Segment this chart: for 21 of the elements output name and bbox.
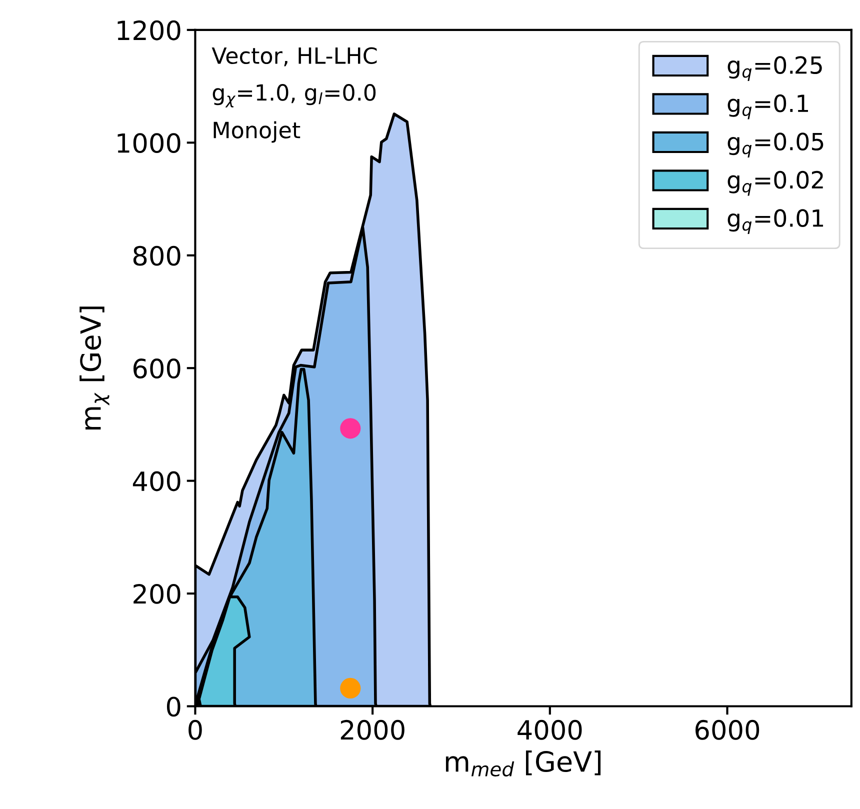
y-tick-label: 200 xyxy=(134,584,180,604)
x-tick-label: 0 xyxy=(188,720,202,740)
y-tick-label: 0 xyxy=(166,696,180,717)
x-tick-label: 6000 xyxy=(696,720,760,740)
legend-label: g$_{q}$=0.02 xyxy=(728,170,823,196)
x-axis-title: m$_{med}$ [GeV] xyxy=(446,750,601,776)
annotation: g$_{χ}$=1.0, g$_{l}$=0.0 xyxy=(212,84,376,108)
x-tick-label: 4000 xyxy=(518,720,582,740)
y-tick-label: 1000 xyxy=(118,133,180,154)
legend-label: g$_{q}$=0.05 xyxy=(728,132,824,158)
legend-label: g$_{q}$=0.25 xyxy=(728,56,822,81)
annotation: Monojet xyxy=(214,121,300,143)
y-tick-label: 400 xyxy=(132,471,180,492)
legend-label: g$_{q}$=0.1 xyxy=(728,94,808,120)
y-tick-label: 1200 xyxy=(118,20,180,40)
y-axis-title: m$_{χ}$ [GeV] xyxy=(80,306,110,430)
y-tick-label: 600 xyxy=(134,358,180,378)
y-tick-label: 800 xyxy=(133,246,180,266)
x-tick-label: 2000 xyxy=(340,720,404,740)
annotation: Vector, HL-LHC xyxy=(212,47,377,66)
legend-label: g$_{q}$=0.01 xyxy=(728,209,824,234)
